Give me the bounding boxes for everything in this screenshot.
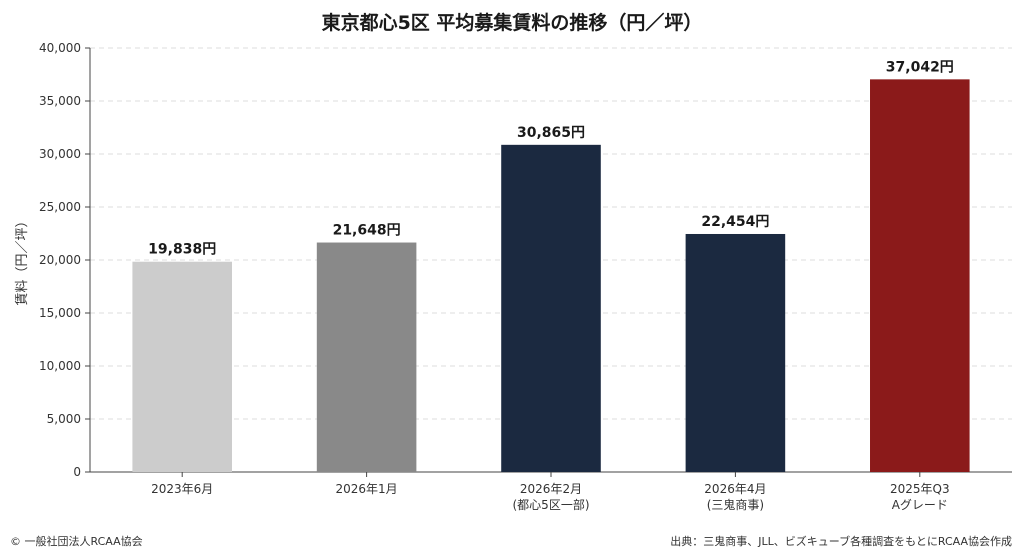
bar-value-label: 19,838円 bbox=[148, 242, 216, 258]
y-tick-label: 30,000 bbox=[39, 147, 81, 161]
x-tick-label: Aグレード bbox=[892, 498, 948, 512]
x-tick-label: 2026年2月 bbox=[520, 482, 582, 496]
y-tick-label: 35,000 bbox=[39, 94, 81, 108]
x-tick-label: 2026年4月 bbox=[704, 482, 766, 496]
x-tick-label: (都心5区一部) bbox=[513, 497, 590, 512]
bar-value-label: 21,648円 bbox=[333, 223, 401, 239]
x-tick-label: 2023年6月 bbox=[151, 482, 213, 496]
bar bbox=[501, 144, 601, 472]
y-tick-label: 0 bbox=[73, 465, 81, 479]
chart-title: 東京都心5区 平均募集賃料の推移（円／坪） bbox=[321, 12, 703, 34]
bar-value-label: 30,865円 bbox=[517, 125, 585, 141]
y-tick-label: 10,000 bbox=[39, 359, 81, 373]
bar bbox=[870, 79, 970, 472]
source-text: 出典：三鬼商事、JLL、ビズキューブ各種調査をもとにRCAA協会作成 bbox=[670, 535, 1012, 548]
x-tick-label: (三鬼商事) bbox=[707, 497, 764, 512]
bar bbox=[685, 233, 786, 472]
y-tick-label: 40,000 bbox=[39, 41, 81, 55]
x-tick-label: 2026年1月 bbox=[336, 482, 398, 496]
y-tick-label: 20,000 bbox=[39, 253, 81, 267]
bar bbox=[316, 242, 417, 472]
bar-value-label: 37,042円 bbox=[886, 59, 954, 75]
y-tick-label: 15,000 bbox=[39, 306, 81, 320]
copyright-text: © 一般社団法人RCAA協会 bbox=[10, 535, 143, 548]
y-tick-label: 25,000 bbox=[39, 200, 81, 214]
x-tick-label: 2025年Q3 bbox=[890, 482, 950, 496]
bar-value-label: 22,454円 bbox=[701, 214, 769, 230]
bar bbox=[132, 261, 232, 472]
y-axis-label: 賃料（円／坪） bbox=[15, 214, 30, 305]
y-tick-label: 5,000 bbox=[47, 412, 81, 426]
